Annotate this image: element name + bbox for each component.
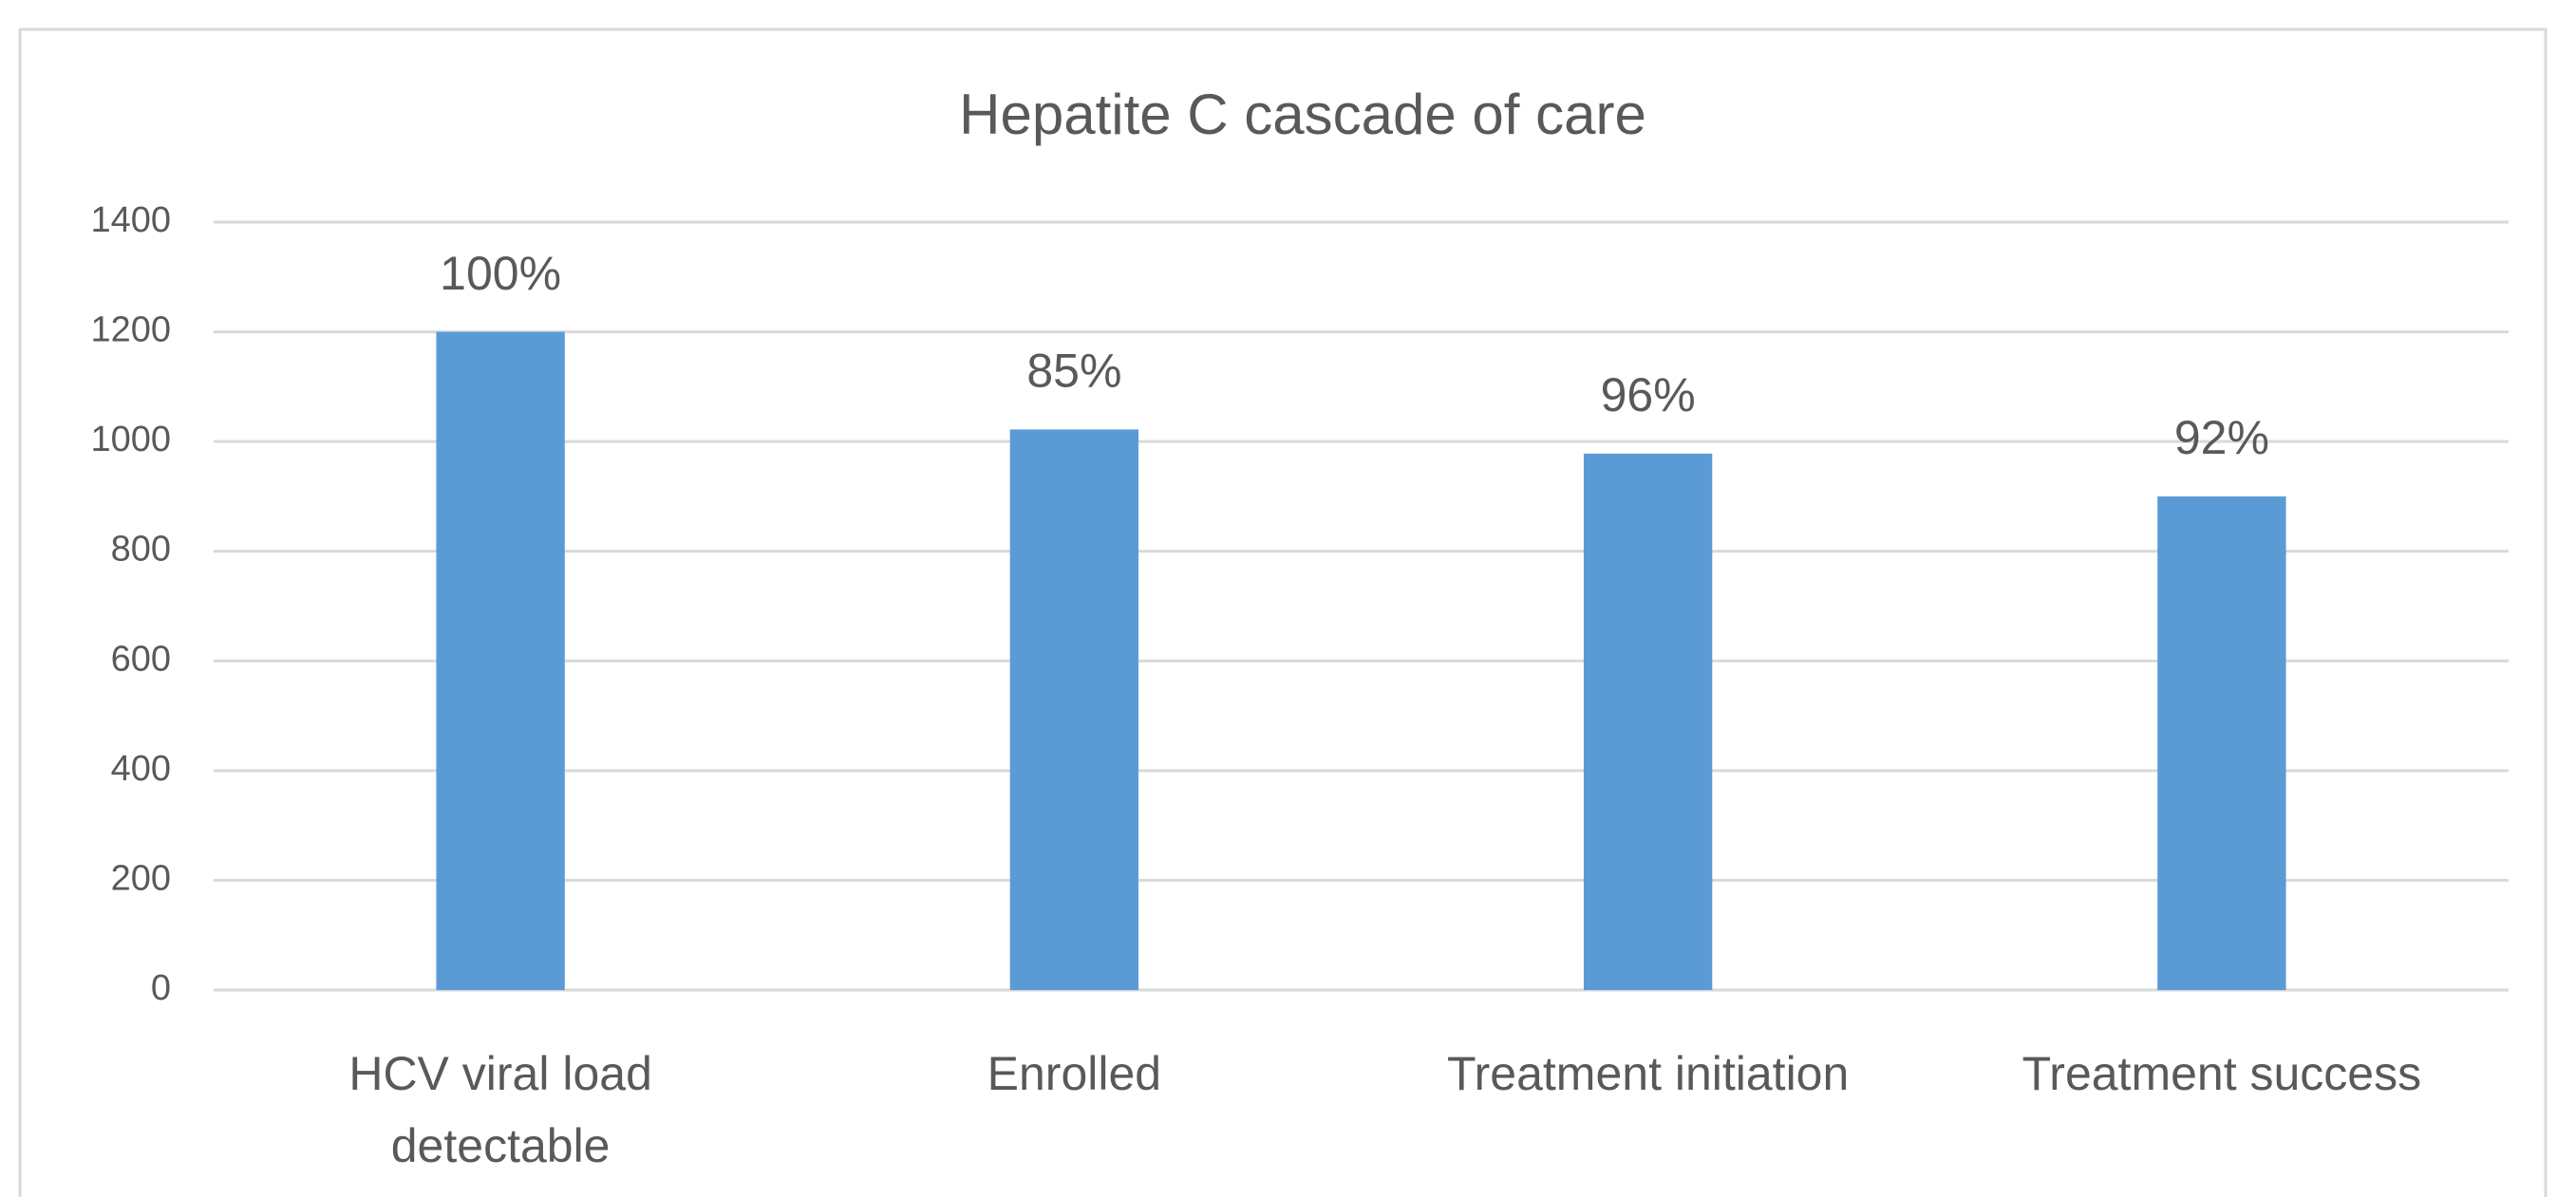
y-tick-label: 600 (111, 639, 171, 679)
chart-title: Hepatite C cascade of care (959, 83, 1646, 146)
y-tick-label: 200 (111, 858, 171, 898)
bar (1009, 429, 1139, 990)
x-tick-label: Treatment success (2021, 1047, 2422, 1100)
x-tick-label: Enrolled (987, 1047, 1162, 1100)
bar (1583, 453, 1713, 990)
data-label: 100% (440, 247, 561, 300)
bar (2157, 496, 2286, 990)
data-label: 85% (1026, 345, 1121, 398)
data-label: 96% (1601, 368, 1696, 421)
x-tick-label: HCV viral load detectable (348, 1047, 652, 1172)
y-tick-label: 1000 (90, 420, 171, 459)
y-tick-label: 1400 (90, 200, 171, 240)
y-tick-label: 400 (111, 749, 171, 789)
x-tick-label: Treatment initiation (1446, 1047, 1850, 1100)
data-label: 92% (2174, 411, 2269, 464)
y-tick-label: 800 (111, 530, 171, 570)
y-tick-label: 1200 (90, 310, 171, 350)
y-tick-label: 0 (151, 968, 171, 1008)
bar (436, 331, 565, 991)
